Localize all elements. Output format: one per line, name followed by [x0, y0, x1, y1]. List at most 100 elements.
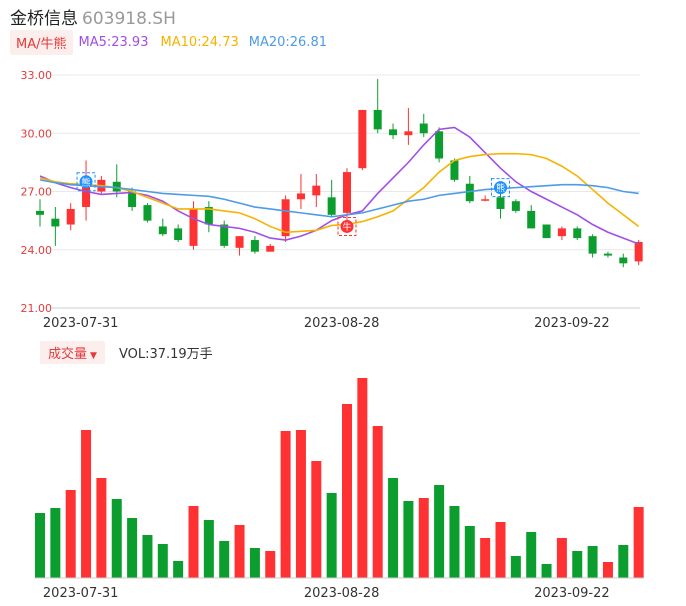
candle-body: [36, 210, 44, 215]
candle-body: [542, 224, 551, 239]
ma-indicator-selector[interactable]: MA/牛熊: [10, 29, 73, 55]
price-candles: [36, 78, 643, 268]
volume-bar: [157, 544, 168, 578]
volume-bar: [326, 493, 337, 578]
volume-bar: [111, 499, 122, 578]
candle-body: [82, 179, 91, 208]
volume-bar: [541, 564, 552, 578]
marker-dot: [494, 181, 507, 195]
price-x-tick-label: 2023-08-28: [304, 316, 380, 331]
volume-bar: [449, 506, 460, 578]
candle-body: [511, 201, 520, 211]
volume-bar: [173, 561, 184, 578]
candle-body: [281, 199, 290, 237]
volume-bar: [434, 485, 445, 578]
volume-bar: [280, 431, 291, 578]
volume-bar: [35, 513, 45, 578]
stock-code: 603918.SH: [82, 9, 176, 29]
volume-bar: [556, 538, 567, 578]
candle-body: [634, 241, 643, 262]
volume-bar: [249, 548, 260, 578]
candle-body: [189, 208, 198, 246]
marker-frame: [337, 216, 357, 236]
candle-body: [250, 240, 259, 252]
volume-bar: [127, 518, 138, 578]
ma5-value: MA5:23.93: [78, 34, 149, 50]
marker-dot: [79, 175, 93, 189]
candle-body: [204, 207, 213, 225]
marker-dot: [340, 219, 354, 233]
volume-bar: [265, 551, 276, 578]
volume-bar: [342, 404, 352, 578]
bear-marker-icon: 熊: [76, 172, 96, 192]
volume-bar: [219, 541, 230, 578]
price-x-axis: 2023-07-31 2023-08-28 2023-09-22: [43, 316, 610, 331]
volume-bar: [526, 532, 537, 578]
candle-body: [358, 109, 367, 169]
stock-name: 金桥信息: [10, 9, 78, 29]
volume-bar: [311, 461, 322, 578]
volume-indicator-selector[interactable]: 成交量 ▼: [40, 340, 105, 364]
ma-legend: MA/牛熊 MA5:23.93 MA10:24.73 MA20:26.81: [10, 29, 327, 55]
candle-body: [557, 228, 566, 237]
marker-label: 熊: [496, 182, 505, 194]
candle-body: [619, 257, 628, 264]
candle-body: [220, 224, 229, 246]
volume-bar: [234, 525, 245, 578]
volume-bar: [388, 478, 399, 578]
price-tick-label: 30.00: [21, 127, 53, 140]
candle-body: [435, 131, 444, 159]
volume-bar: [633, 507, 644, 578]
price-tick-label: 21.00: [21, 302, 53, 315]
volume-x-axis: 2023-07-31 2023-08-28 2023-09-22: [43, 586, 610, 601]
price-tick-label: 33.00: [21, 69, 53, 82]
volume-x-tick-label: 2023-09-22: [534, 586, 610, 601]
volume-bar: [188, 506, 199, 578]
candle-body: [51, 218, 60, 227]
volume-bar: [572, 551, 583, 578]
candle-body: [419, 123, 428, 134]
volume-bar: [618, 545, 629, 578]
candle-body: [465, 183, 474, 202]
volume-bar: [65, 490, 76, 578]
volume-bar: [295, 430, 306, 578]
volume-legend: 成交量 ▼ VOL:37.19万手: [40, 340, 213, 364]
candle-body: [66, 208, 75, 225]
candle-body: [588, 236, 597, 254]
candle-body: [573, 228, 582, 239]
volume-bar: [480, 538, 491, 578]
signal-markers: 熊牛 熊: [76, 172, 510, 236]
candle-body: [404, 131, 413, 136]
marker-frame: [491, 178, 510, 198]
candle-body: [128, 191, 137, 208]
volume-bar: [495, 522, 506, 578]
volume-label: 成交量: [48, 346, 88, 362]
volume-bar: [372, 426, 383, 578]
volume-bar: [602, 562, 613, 578]
stock-title: 金桥信息 603918.SH: [10, 4, 176, 29]
candle-body: [496, 197, 505, 209]
candle-body: [158, 226, 167, 235]
volume-bar: [418, 498, 429, 578]
ma10-line: [39, 152, 640, 234]
bull-marker-icon: 牛: [337, 216, 357, 236]
volume-x-tick-label: 2023-08-28: [304, 586, 380, 601]
candle-body: [143, 205, 152, 221]
candle-body: [296, 193, 305, 200]
volume-bar: [357, 378, 368, 578]
volume-x-tick-label: 2023-07-31: [43, 586, 119, 601]
ma20-value: MA20:26.81: [248, 34, 327, 50]
candle-body: [373, 109, 382, 130]
candle-body: [174, 228, 183, 241]
price-axis: 33.00 30.00 27.00 24.00 21.00: [21, 69, 53, 315]
candle-body: [450, 160, 459, 180]
price-tick-label: 27.00: [21, 186, 53, 199]
candle-body: [343, 172, 351, 213]
marker-label: 熊: [82, 176, 91, 188]
candle-body: [235, 236, 244, 248]
volume-bar: [142, 535, 153, 578]
candle-body: [327, 197, 336, 215]
volume-bar: [510, 556, 521, 578]
bear-marker-icon: 熊: [491, 178, 510, 198]
